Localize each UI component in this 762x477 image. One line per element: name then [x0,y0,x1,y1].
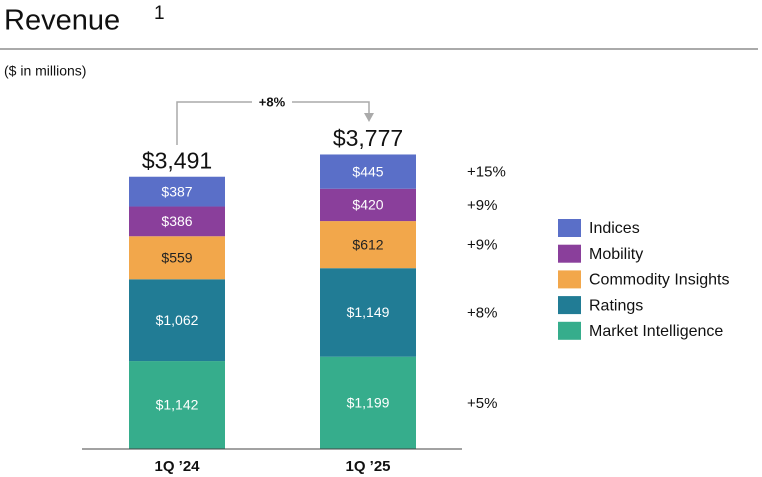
change-label: +5% [467,395,497,412]
legend-label: Mobility [589,246,643,263]
change-label: +15% [467,164,506,181]
x-tick-label: 1Q ’25 [345,458,390,475]
value-label: $386 [161,213,192,229]
value-label: $1,199 [347,395,390,411]
value-label: $387 [161,183,192,199]
legend-swatch [558,219,581,237]
bar-segment [320,188,416,222]
bar-segment [129,176,225,207]
bar-segment [320,356,416,449]
legend-label: Ratings [589,297,643,314]
value-label: $612 [352,236,383,252]
value-label: $1,149 [347,304,390,320]
bar-segment [320,268,416,357]
legend-swatch [558,270,581,289]
x-tick-label: 1Q ’24 [154,458,200,475]
bar-segment [129,279,225,362]
chart-subtitle: ($ in millions) [4,63,86,79]
chart-title: Revenue [4,5,120,37]
bar-segment [320,154,416,189]
value-label: $1,142 [156,397,199,413]
legend-swatch [558,321,581,340]
value-label: $1,062 [156,312,199,328]
title-superscript: 1 [154,3,165,24]
change-label: +9% [467,237,497,254]
bar-segment [129,236,225,280]
change-label: +9% [467,197,497,214]
legend-label: Commodity Insights [589,272,730,289]
value-label: $445 [352,163,383,179]
bar-segment [129,206,225,237]
legend-swatch [558,244,581,263]
legend-label: Market Intelligence [589,323,723,340]
legend-label: Indices [589,220,640,237]
legend-swatch [558,296,581,315]
value-label: $559 [161,249,192,265]
total-label: $3,491 [142,147,212,173]
bar-segment [129,361,225,449]
value-label: $420 [352,197,383,213]
growth-label: +8% [259,94,286,109]
bar-segment [320,221,416,269]
growth-arrowhead [364,113,374,122]
total-label: $3,777 [333,125,403,151]
growth-label-bg [252,94,292,110]
change-label: +8% [467,304,497,321]
